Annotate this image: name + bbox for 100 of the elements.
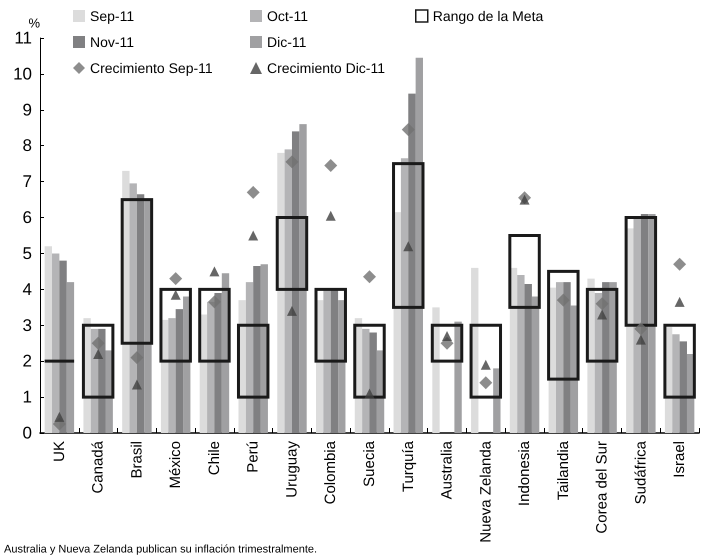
y-tick-label: 0 bbox=[22, 424, 32, 442]
x-tick-label: Suecia bbox=[361, 440, 378, 487]
bar bbox=[330, 289, 338, 433]
x-tick-label: Turquía bbox=[400, 440, 417, 492]
x-tick-label: Canadá bbox=[90, 440, 107, 494]
y-tick-label: 7 bbox=[22, 172, 32, 192]
bar bbox=[176, 309, 184, 433]
bar bbox=[246, 282, 254, 433]
legend-label: Crecimiento Dic-11 bbox=[267, 60, 386, 76]
bar bbox=[680, 341, 687, 433]
y-tick-label: 10 bbox=[13, 64, 32, 84]
x-tick-label: Indonesia bbox=[516, 440, 534, 506]
point bbox=[556, 294, 570, 307]
bar bbox=[672, 334, 680, 433]
text: Australia y Nueva Zelanda publican su inflación trimestralmente. bbox=[4, 544, 318, 556]
y-tick-label: 6 bbox=[22, 208, 32, 228]
bar bbox=[66, 282, 74, 433]
x-tick-label: Uruguay bbox=[283, 440, 300, 498]
x-tick-label: Nueva Zelanda bbox=[477, 440, 494, 543]
bar bbox=[284, 149, 292, 433]
point bbox=[596, 297, 609, 310]
point bbox=[520, 194, 530, 205]
bar bbox=[292, 131, 300, 433]
bar bbox=[556, 282, 564, 433]
legend-label: Dic-11 bbox=[267, 34, 307, 50]
legend-label: Sep-11 bbox=[90, 8, 134, 24]
bar bbox=[400, 158, 408, 433]
point bbox=[324, 158, 338, 172]
bar bbox=[44, 246, 52, 433]
bar bbox=[392, 162, 424, 309]
y-tick-label: 5 bbox=[22, 244, 32, 263]
bar bbox=[517, 275, 525, 433]
point bbox=[597, 310, 608, 320]
x-tick-label: UK bbox=[50, 441, 68, 462]
bar bbox=[532, 296, 540, 433]
point bbox=[54, 412, 64, 422]
bar bbox=[277, 152, 285, 433]
bar bbox=[214, 292, 222, 433]
y-tick-label: 2 bbox=[22, 352, 32, 371]
bar bbox=[524, 284, 532, 433]
point bbox=[246, 186, 260, 199]
bar bbox=[563, 282, 571, 433]
bar bbox=[594, 292, 602, 433]
bar bbox=[370, 332, 377, 433]
y-tick-label: 9 bbox=[22, 100, 32, 120]
x-tick-label: Israel bbox=[671, 441, 688, 478]
bar bbox=[160, 320, 168, 433]
x-tick-label: Brasil bbox=[128, 441, 146, 479]
point bbox=[169, 272, 182, 286]
point bbox=[92, 336, 105, 350]
bar bbox=[602, 282, 610, 433]
x-tick-label: Chile bbox=[206, 441, 223, 476]
bar bbox=[207, 302, 214, 433]
point bbox=[636, 334, 646, 345]
point bbox=[634, 322, 648, 336]
point bbox=[285, 155, 298, 168]
point bbox=[402, 123, 415, 136]
x-tick-label: Perú bbox=[244, 441, 262, 473]
bar bbox=[130, 183, 137, 433]
point bbox=[286, 306, 297, 316]
point bbox=[208, 295, 221, 308]
bar bbox=[276, 216, 308, 291]
point bbox=[442, 331, 452, 342]
point bbox=[364, 388, 374, 398]
x-tick-label: Corea del Sur bbox=[594, 441, 611, 534]
x-tick-label: Sudáfrica bbox=[632, 440, 650, 504]
legend-label: Crecimiento Sep-11 bbox=[90, 60, 213, 76]
y-tick-label: 11 bbox=[14, 28, 32, 48]
point bbox=[674, 296, 685, 307]
bar bbox=[168, 318, 176, 433]
bar bbox=[253, 266, 261, 433]
legend-label: Rango de la Meta bbox=[432, 8, 544, 24]
legend-label: Oct-11 bbox=[267, 8, 308, 24]
bar bbox=[323, 289, 331, 433]
x-tick-label: Tailandia bbox=[554, 440, 572, 500]
bar bbox=[624, 216, 658, 327]
point bbox=[170, 290, 181, 300]
point bbox=[326, 210, 336, 221]
point bbox=[673, 258, 686, 271]
bar bbox=[508, 234, 541, 309]
legend-label: Nov-11 bbox=[90, 34, 134, 50]
x-tick-label: Colombia bbox=[322, 440, 340, 504]
bar bbox=[408, 94, 416, 433]
point bbox=[363, 270, 376, 284]
point bbox=[248, 230, 258, 240]
point bbox=[403, 241, 414, 252]
point bbox=[480, 360, 491, 370]
x-tick-label: México bbox=[167, 441, 184, 489]
y-tick-label: 1 bbox=[22, 388, 32, 407]
point bbox=[479, 376, 492, 390]
point bbox=[130, 351, 144, 364]
y-tick-label: 3 bbox=[22, 316, 32, 335]
bar bbox=[52, 253, 60, 433]
bar bbox=[362, 328, 370, 433]
y-axis-title: % bbox=[28, 16, 40, 31]
bar bbox=[416, 58, 423, 433]
bar bbox=[633, 218, 641, 433]
y-tick-label: 8 bbox=[22, 136, 32, 156]
x-tick-label: Australia bbox=[438, 440, 456, 500]
y-tick-label: 4 bbox=[22, 280, 32, 299]
